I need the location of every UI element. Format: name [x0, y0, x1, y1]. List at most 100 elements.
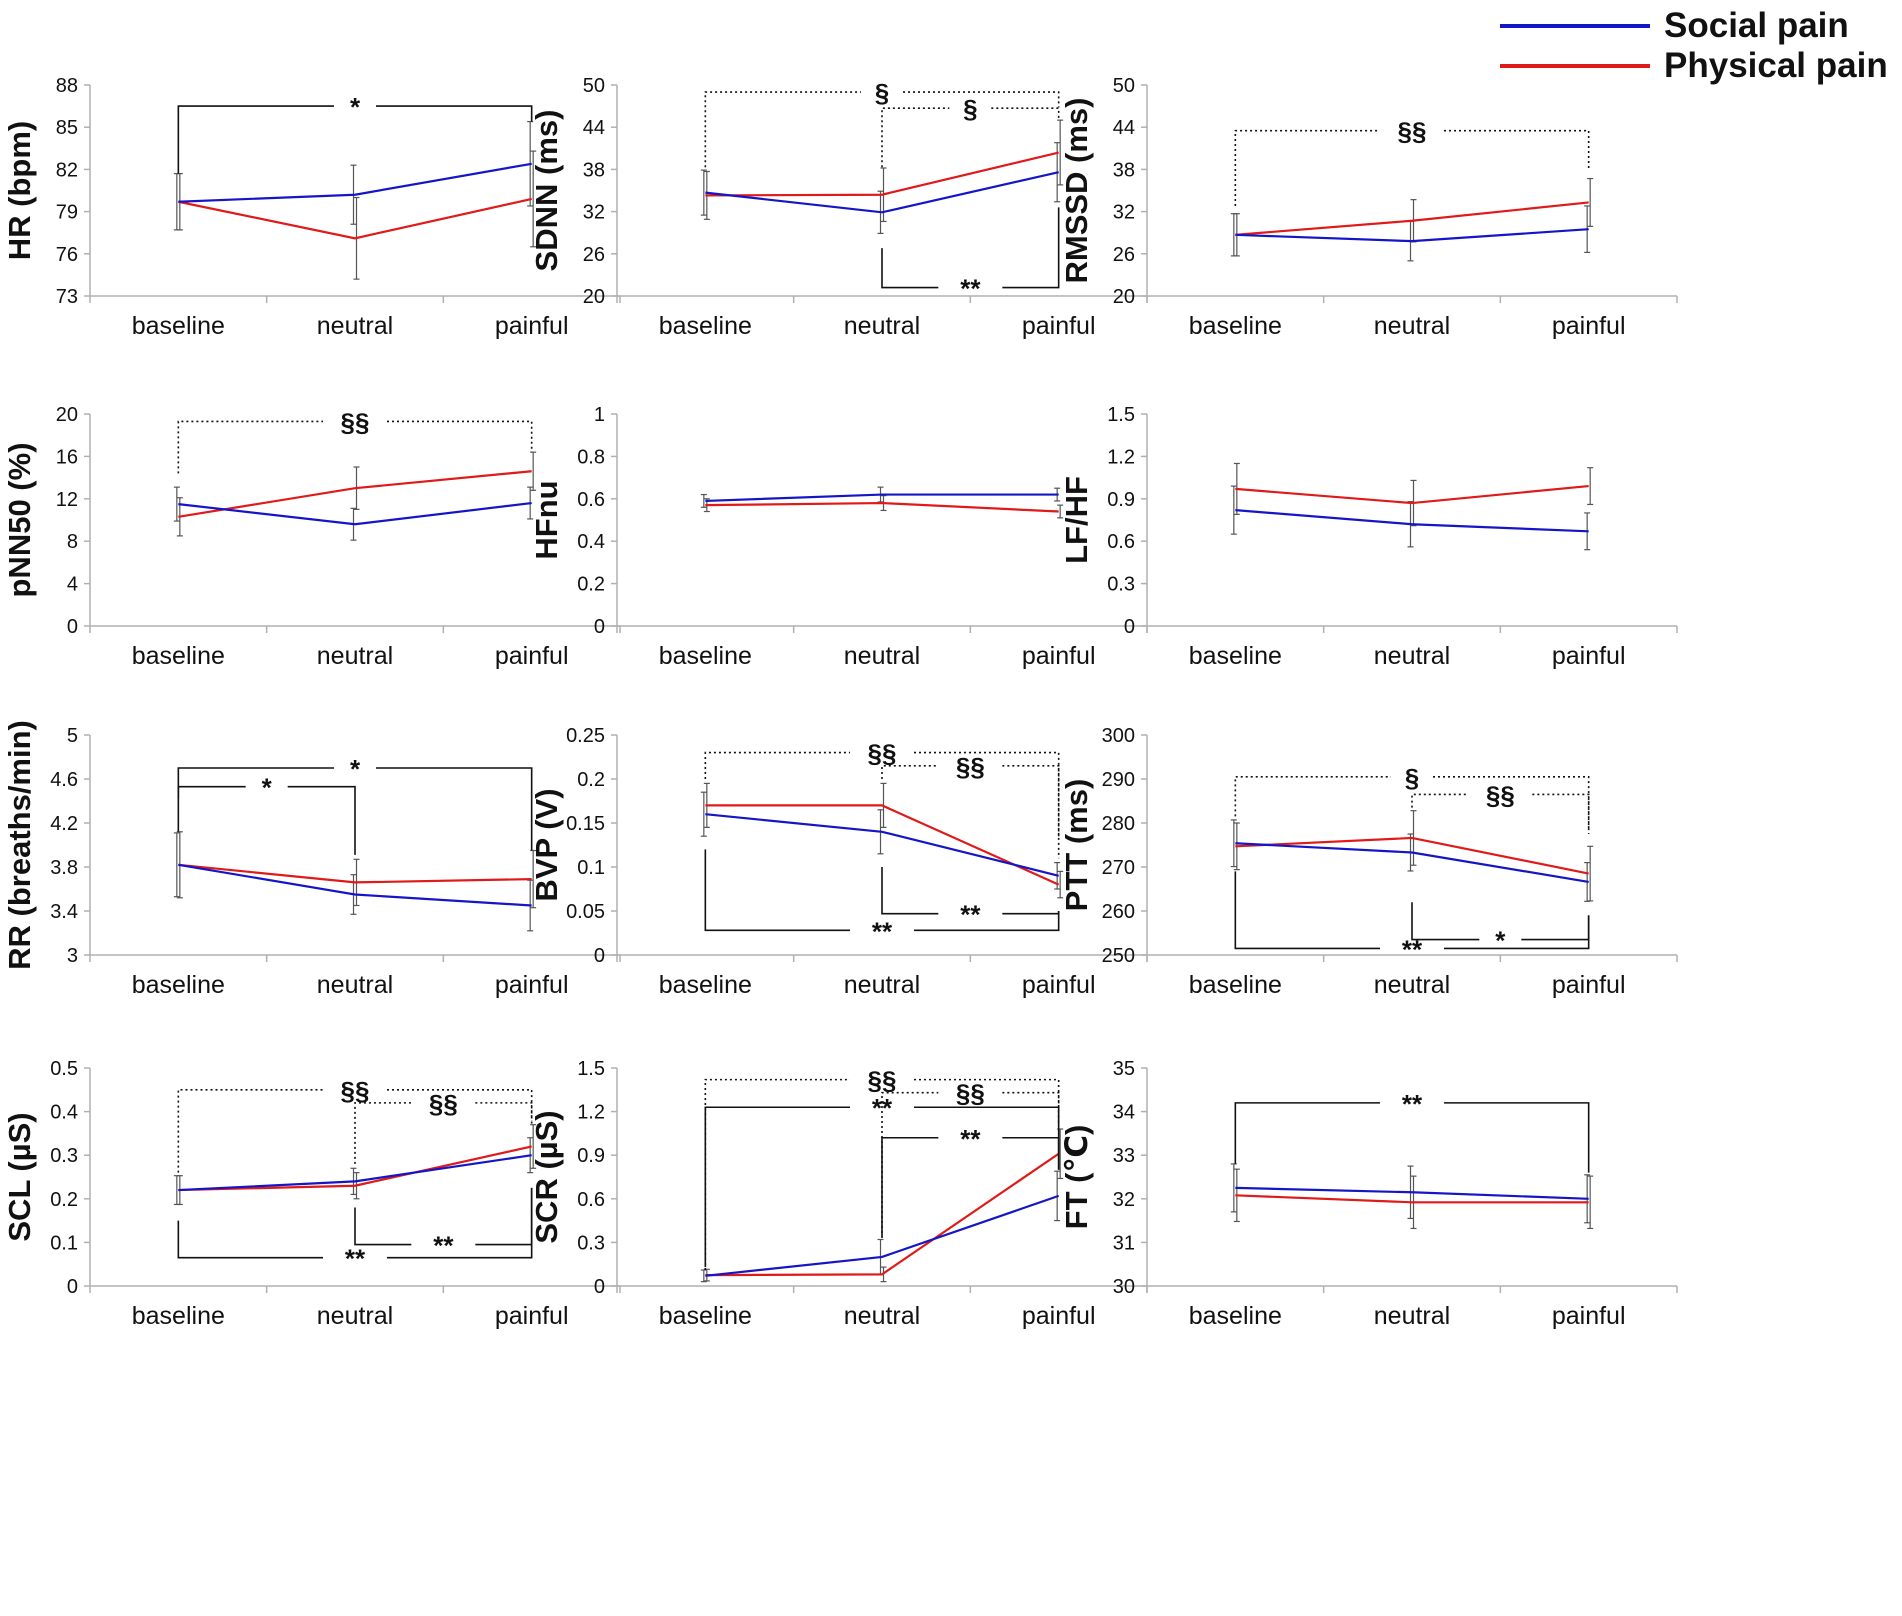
y-tick-label: 250: [1102, 945, 1135, 967]
series-line-physical: [1235, 1194, 1589, 1204]
y-tick-label: 4: [67, 574, 78, 596]
x-tick-label: painful: [495, 642, 569, 670]
series-line-physical: [705, 501, 1059, 513]
significance-bracket: [376, 767, 533, 851]
y-tick-label: 1.5: [1107, 404, 1135, 426]
y-axis-title: BVP (V): [529, 788, 564, 901]
y-axis-title: PTT (ms): [1059, 779, 1094, 912]
significance-bracket: [881, 1091, 939, 1239]
y-tick-label: 0.4: [50, 1102, 78, 1124]
series-line-social: [1235, 509, 1589, 533]
y-tick-label: 73: [56, 286, 78, 308]
significance-label: **: [960, 900, 981, 930]
significance-bracket: [1002, 1136, 1060, 1170]
significance-bracket: [903, 91, 1060, 108]
y-tick-label: 4.2: [50, 813, 78, 835]
y-tick-label: 35: [1113, 1058, 1135, 1080]
x-tick-label: neutral: [844, 312, 920, 340]
legend-label-physical: Physical pain: [1664, 46, 1888, 85]
y-tick-label: 1.5: [577, 1058, 605, 1080]
x-tick-label: painful: [1552, 1302, 1626, 1330]
significance-bracket: [1002, 1091, 1060, 1127]
series-line-physical: [178, 197, 532, 240]
series-line-physical: [705, 151, 1059, 197]
x-tick-label: painful: [1552, 642, 1626, 670]
significance-bracket: [1002, 765, 1060, 837]
y-tick-label: 0.6: [577, 1189, 605, 1211]
y-tick-label: 82: [56, 159, 78, 181]
x-tick-label: neutral: [844, 971, 920, 999]
y-tick-label: 290: [1102, 769, 1135, 791]
significance-bracket: [1234, 129, 1380, 206]
y-tick-label: 12: [56, 489, 78, 511]
significance-bracket: [1521, 915, 1590, 941]
x-tick-label: baseline: [659, 1302, 752, 1330]
x-tick-label: painful: [1552, 312, 1626, 340]
significance-bracket: [881, 867, 939, 915]
significance-label: §§: [429, 1089, 458, 1119]
y-tick-label: 0: [594, 616, 605, 638]
significance-bracket: [177, 420, 323, 474]
significance-bracket: [914, 751, 1060, 859]
x-tick-label: neutral: [317, 1302, 393, 1330]
y-axis-title: RR (breaths/min): [2, 720, 37, 970]
y-tick-label: 20: [1113, 286, 1135, 308]
series-line-physical: [705, 1152, 1060, 1277]
y-tick-label: 26: [583, 244, 605, 266]
y-tick-label: 38: [583, 159, 605, 181]
chart-ft: 30 31 32 33 34 35 baseline neutral painful FT (℃)…: [1059, 1058, 1678, 1330]
series-line-physical: [1235, 836, 1589, 875]
series-line-social: [1235, 1186, 1589, 1200]
x-tick-label: painful: [1022, 1302, 1096, 1330]
significance-bracket: [881, 765, 939, 779]
significance-bracket: [1234, 776, 1391, 817]
series-line-physical: [1235, 201, 1589, 236]
chart-hr: 73 76 79 82 85 88 baseline neutral painful HR (bp…: [2, 75, 621, 340]
series-line-social: [1235, 842, 1589, 884]
significance-label: §: [875, 78, 889, 108]
significance-label: *: [350, 92, 361, 122]
y-tick-label: 32: [583, 202, 605, 224]
series-line-social: [178, 1154, 532, 1192]
significance-label: §§: [868, 1066, 897, 1096]
y-tick-label: 0: [1124, 616, 1135, 638]
x-tick-label: neutral: [317, 642, 393, 670]
series-line-social: [1235, 228, 1589, 243]
y-tick-label: 0: [594, 1276, 605, 1298]
significance-label: §: [1405, 763, 1419, 793]
significance-label: §§: [868, 739, 897, 769]
y-tick-label: 1.2: [577, 1102, 605, 1124]
chart-scl: 0 0.1 0.2 0.3 0.4 0.5 baseline neutral painful SC…: [2, 1058, 621, 1330]
y-tick-label: 3.8: [50, 857, 78, 879]
y-tick-label: 0.5: [50, 1058, 78, 1080]
significance-bracket: [1444, 915, 1590, 950]
significance-bracket: [704, 751, 850, 779]
y-tick-label: 26: [1113, 244, 1135, 266]
y-tick-label: 50: [1113, 75, 1135, 97]
y-tick-label: 33: [1113, 1145, 1135, 1167]
y-tick-label: 1: [594, 404, 605, 426]
significance-bracket: [177, 1089, 323, 1173]
significance-bracket: [354, 1102, 412, 1164]
y-axis-title: HR (bpm): [2, 121, 37, 260]
y-tick-label: 0.1: [50, 1232, 78, 1254]
chart-scr: 0 0.3 0.6 0.9 1.2 1.5 baseline neutral painful SC…: [529, 1058, 1148, 1330]
significance-bracket: [1002, 911, 1060, 915]
y-tick-label: 44: [583, 117, 605, 139]
y-tick-label: 5: [67, 725, 78, 747]
significance-bracket: [1411, 902, 1480, 941]
significance-label: *: [1495, 926, 1506, 956]
significance-label: **: [345, 1244, 366, 1274]
y-tick-label: 0.2: [50, 1189, 78, 1211]
significance-bracket: [177, 785, 246, 799]
legend-item-social: Social pain: [1500, 6, 1849, 46]
significance-label: **: [960, 274, 981, 304]
y-axis-title: HFnu: [529, 480, 564, 559]
y-axis-title: SCL (µS): [2, 1112, 37, 1241]
series-line-physical: [1235, 484, 1589, 505]
y-tick-label: 85: [56, 117, 78, 139]
x-tick-label: neutral: [1374, 312, 1450, 340]
series-line-physical: [178, 470, 532, 518]
